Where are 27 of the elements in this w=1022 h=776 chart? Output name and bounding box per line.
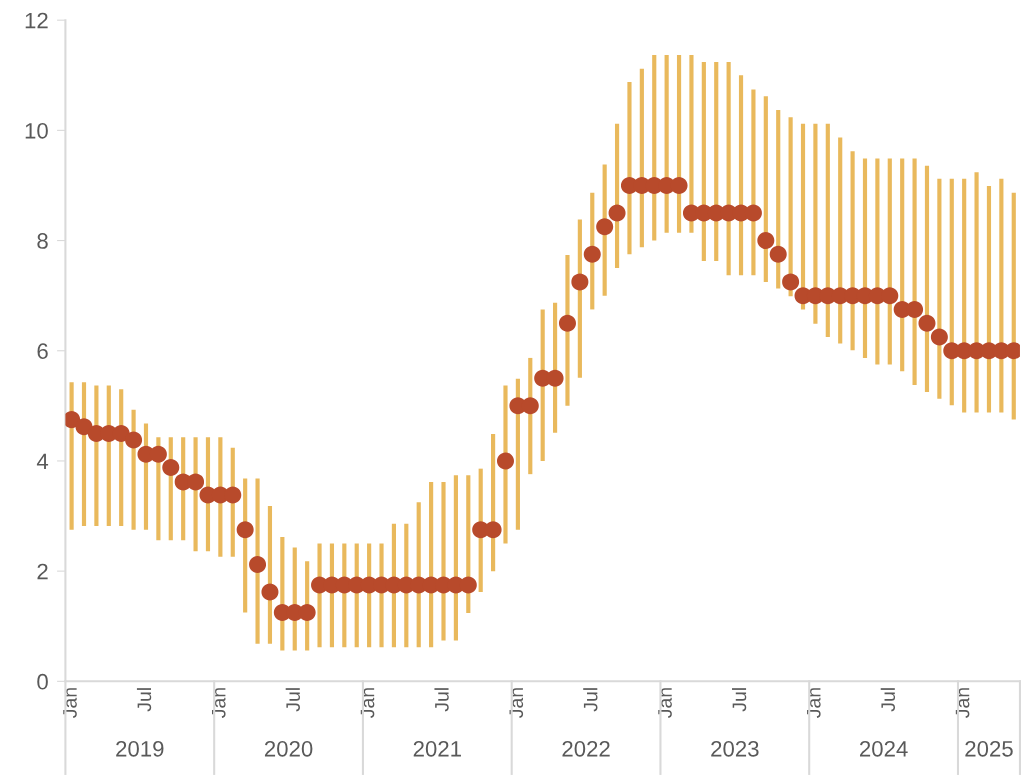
x-tick-label: Jul [434,688,449,712]
text: 2024 [859,740,908,757]
y-tick-label: 12 [25,12,48,29]
text: 2025 [965,740,1013,757]
y-tick-label: 6 [37,343,48,360]
text: 2023 [711,740,759,757]
x-tick-label: Jul [583,688,598,712]
x-tick-label: Jan [509,688,524,718]
x-tick-label: Jan [63,688,77,718]
y-tick-label: 4 [36,453,49,469]
text: 2022 [562,740,610,757]
x-tick-label: Jan [807,688,821,718]
x-tick-label: Jan [955,688,970,718]
x-tick-label: Jul [136,688,152,712]
y-tick-label: 2 [37,563,48,580]
y-tick-label: 8 [37,233,48,249]
x-tick-label: Jul [880,688,896,712]
text: 2020 [264,740,313,757]
x-tick-label: Jan [212,688,226,718]
text: 2019 [116,740,164,757]
x-tick-label: Jan [360,688,375,718]
text: 2021 [413,740,461,757]
x-tick-label: Jan [658,688,672,718]
y-tick-label: 10 [25,122,48,139]
x-tick-label: Jul [731,688,747,712]
x-tick-label: Jul [285,688,300,712]
y-tick-label: 0 [37,673,48,690]
